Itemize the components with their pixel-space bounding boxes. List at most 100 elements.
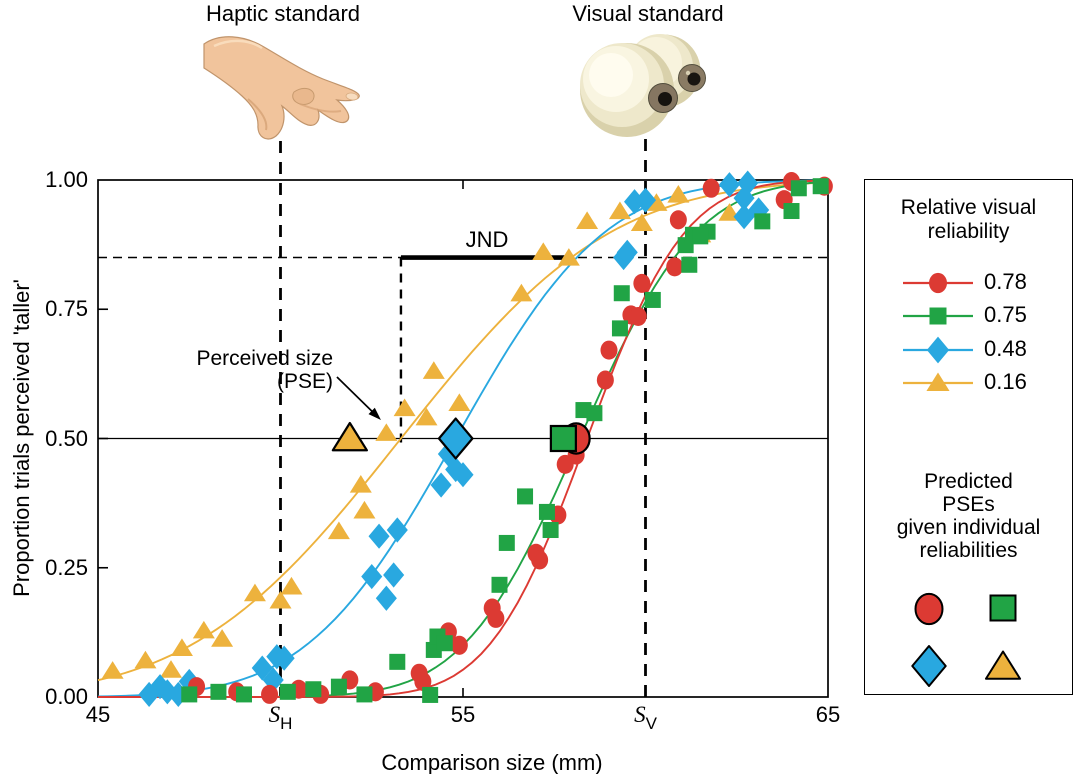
data-point (733, 204, 755, 230)
data-point (160, 660, 182, 678)
data-point (702, 178, 720, 198)
data-point (608, 201, 631, 220)
data-point (422, 686, 439, 703)
data-point (666, 257, 684, 277)
legend-entry-label: 0.48 (984, 336, 1027, 361)
y-tick-label: 0.75 (45, 296, 88, 322)
data-point (754, 213, 771, 230)
data-point (389, 653, 406, 670)
x-tick-label: SV (634, 702, 657, 733)
data-point (517, 488, 534, 505)
data-point (633, 273, 651, 293)
plot-area (97, 139, 1022, 707)
data-point (236, 686, 252, 703)
data-point (243, 583, 266, 602)
predicted-title-line2: PSEs (942, 493, 995, 516)
data-point (600, 340, 618, 360)
data-point (669, 210, 687, 230)
data-point (611, 320, 628, 337)
predicted-legend-marker-triangle (984, 650, 1022, 680)
data-point (134, 650, 157, 669)
data-point (415, 407, 438, 426)
data-point (498, 534, 515, 551)
data-point (262, 667, 284, 693)
data-point (393, 398, 416, 417)
y-tick-label: 1.00 (45, 167, 88, 192)
data-point (210, 683, 227, 700)
legend-marker-icon-circle (929, 272, 947, 294)
data-point (557, 248, 580, 266)
y-tick-label: 0.25 (45, 554, 88, 580)
pse-arrow-line (336, 376, 376, 415)
data-point (101, 661, 124, 679)
x-tick-label: SH (268, 702, 293, 733)
x-tick-label: 65 (815, 702, 841, 727)
data-points-0.78 (188, 172, 833, 704)
data-point (279, 683, 296, 700)
predicted-pse-marker-0.75 (549, 424, 577, 453)
data-point (375, 423, 398, 441)
visual-standard-label: Visual standard (572, 1, 724, 26)
data-point (170, 638, 193, 657)
predicted-pse-marker-0.16 (331, 421, 368, 452)
jnd-label: JND (465, 227, 509, 252)
data-point (149, 674, 171, 700)
data-point (783, 203, 800, 220)
predicted-title-line4: reliabilities (919, 539, 1018, 562)
data-point (251, 655, 273, 681)
data-points-0.16 (101, 184, 741, 679)
legend-entry-label: 0.78 (984, 269, 1027, 294)
data-point (181, 686, 198, 703)
data-point (353, 500, 376, 519)
eyes-icon (580, 34, 706, 137)
data-point (586, 405, 603, 422)
data-point (510, 283, 533, 302)
data-point (812, 178, 829, 195)
pse-annotation: Perceived size (PSE) (196, 347, 333, 393)
data-point (305, 681, 322, 698)
legend-entry-label: 0.16 (984, 369, 1027, 394)
data-point (531, 550, 549, 570)
data-point (375, 585, 397, 611)
data-point (645, 193, 668, 211)
data-point (692, 228, 709, 245)
x-axis-title: Comparison size (mm) (381, 750, 603, 774)
data-point (349, 475, 372, 493)
data-point (733, 185, 755, 211)
x-tick-label: 45 (85, 702, 111, 727)
data-point (327, 521, 350, 540)
legend-marker-icon-diamond (926, 336, 950, 364)
psychometric-curve-0.16 (97, 181, 829, 682)
predicted-pse-marker-0.48 (437, 417, 474, 460)
data-point (273, 645, 295, 671)
data-point (630, 213, 653, 232)
predicted-title-line3: given individual (896, 516, 1041, 539)
data-point (356, 686, 373, 703)
data-point (448, 393, 471, 411)
data-point (261, 684, 279, 704)
predicted-legend-marker-square (989, 594, 1017, 622)
legend-entry-label: 0.75 (984, 302, 1027, 327)
pse-annotation-line2: (PSE) (276, 370, 333, 393)
data-point (718, 172, 740, 198)
data-point (280, 576, 303, 595)
data-point (538, 503, 555, 520)
data-point (269, 590, 292, 609)
predicted-legend-marker-diamond (911, 645, 947, 687)
data-point (681, 256, 698, 273)
data-point (576, 211, 599, 229)
data-point (542, 522, 559, 539)
data-point (383, 562, 405, 588)
data-point (192, 620, 215, 639)
data-point (211, 629, 234, 647)
data-point (737, 170, 759, 196)
predicted-legend-marker-circle (914, 592, 944, 626)
data-point (616, 239, 638, 265)
data-point (422, 361, 445, 379)
data-point (491, 576, 508, 593)
legend-box: Relative visual reliability Predicted PS… (864, 179, 1073, 695)
legend-title-line2: reliability (927, 220, 1010, 243)
data-points-0.48 (138, 170, 770, 707)
